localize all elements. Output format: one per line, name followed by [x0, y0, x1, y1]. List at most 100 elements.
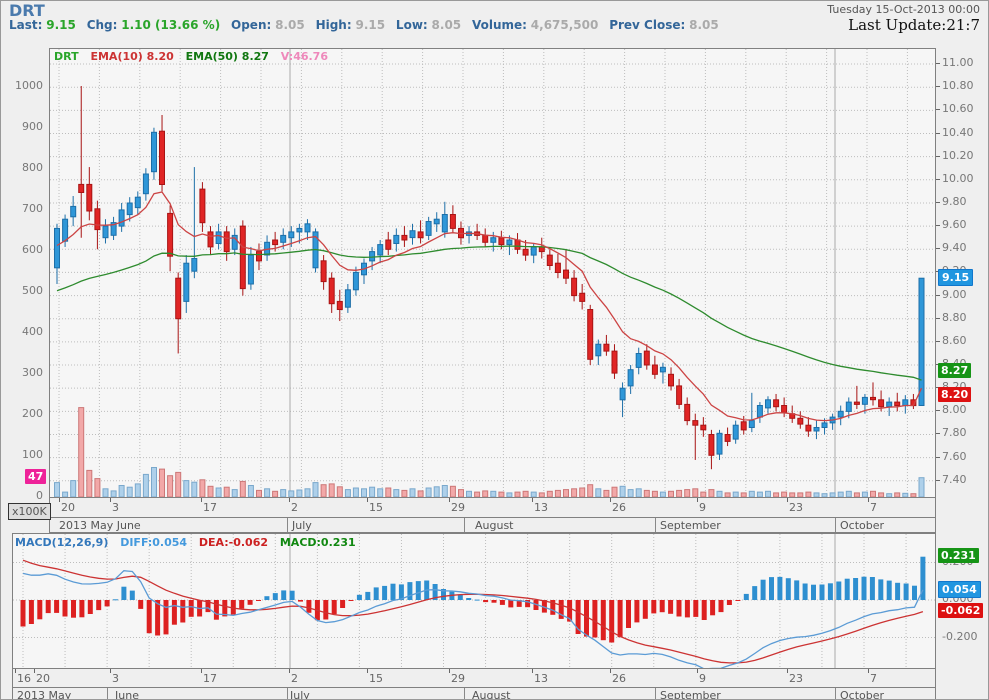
- date-tick-mark: [697, 669, 698, 673]
- macd-chart[interactable]: [13, 534, 935, 668]
- date-tick-label: 13: [534, 672, 548, 685]
- last-update-label: Last Update:: [848, 16, 946, 34]
- month-divider: [835, 518, 836, 532]
- open-value: 8.05: [275, 18, 305, 32]
- date-tick-mark: [697, 498, 698, 502]
- month-label: June: [115, 689, 139, 700]
- date-tick-mark: [787, 669, 788, 673]
- open-label: Open:: [231, 18, 271, 32]
- main-chart-panel[interactable]: [49, 48, 936, 498]
- date-tick-mark: [59, 498, 60, 502]
- date-tick-mark: [868, 669, 869, 673]
- date-tick-mark: [110, 669, 111, 673]
- price-tick-label: 9.80: [942, 195, 967, 208]
- price-tick-mark: [936, 248, 940, 249]
- date-tick-label: 2: [291, 672, 298, 685]
- date-tick-label: 3: [112, 501, 119, 514]
- price-tick-mark: [936, 457, 940, 458]
- date-tick-mark: [532, 669, 533, 673]
- date-tick-mark: [868, 498, 869, 502]
- date-tick-label: 23: [789, 672, 803, 685]
- volume-label: Volume:: [472, 18, 527, 32]
- date-tick-label: 9: [699, 501, 706, 514]
- prev-close-label: Prev Close:: [609, 18, 685, 32]
- date-tick-label: 3: [112, 672, 119, 685]
- volume-value: 4,675,500: [531, 18, 599, 32]
- month-divider: [464, 518, 465, 532]
- date-tick-label: 15: [369, 501, 383, 514]
- stock-chart-app: DRT Last: 9.15 Chg: 1.10 (13.66 %) Open:…: [0, 0, 989, 700]
- last-update-value: 21:7: [946, 16, 980, 34]
- date-tick-label: 29: [451, 672, 465, 685]
- date-tick-mark: [787, 498, 788, 502]
- price-tick-mark: [936, 480, 940, 481]
- date-tick-mark: [610, 669, 611, 673]
- price-tick-mark: [936, 433, 940, 434]
- price-tick-label: 10.40: [942, 126, 974, 139]
- date-tick-mark: [449, 669, 450, 673]
- main-month-band: 2013 May JuneJulyAugustSeptemberOctober: [49, 518, 936, 533]
- prev-close-value: 8.05: [689, 18, 719, 32]
- chg-label: Chg:: [87, 18, 118, 32]
- month-label: September: [660, 519, 721, 532]
- macd-panel[interactable]: [12, 533, 936, 669]
- date-tick-label: 7: [870, 501, 877, 514]
- price-tick-mark: [936, 63, 940, 64]
- high-value: 9.15: [355, 18, 385, 32]
- price-tick-label: 10.80: [942, 79, 974, 92]
- date-tick-mark: [610, 498, 611, 502]
- macd-legend-title: MACD(12,26,9): [15, 536, 108, 549]
- date-tick-mark: [34, 669, 35, 673]
- volume-tick-label: 300: [7, 366, 43, 379]
- date-tick-label: 20: [61, 501, 75, 514]
- last-price-badge: 9.15: [938, 269, 973, 286]
- month-label: September: [660, 689, 721, 700]
- date-tick-label: 20: [36, 672, 50, 685]
- price-tick-mark: [936, 109, 940, 110]
- month-label: August: [472, 689, 511, 700]
- candlestick-chart[interactable]: [50, 49, 935, 497]
- volume-tick-label: 1000: [7, 79, 43, 92]
- date-tick-label: 16: [17, 672, 31, 685]
- main-date-tick-band: 203172152913269237: [49, 498, 936, 518]
- price-tick-label: 8.80: [942, 311, 967, 324]
- legend-volume: V:46.76: [281, 50, 328, 63]
- date-tick-mark: [449, 498, 450, 502]
- macd-tick-label: -0.200: [942, 630, 977, 643]
- month-label: July: [292, 519, 312, 532]
- macd-month-band: 2013 MayJuneJulyAugustSeptemberOctober: [12, 688, 936, 700]
- volume-tick-label: 900: [7, 120, 43, 133]
- price-tick-label: 8.60: [942, 334, 967, 347]
- price-tick-mark: [936, 133, 940, 134]
- date-tick-label: 17: [203, 672, 217, 685]
- volume-tick-label: 800: [7, 161, 43, 174]
- macd-diff-badge: 0.054: [938, 581, 981, 598]
- volume-tick-label: 100: [7, 448, 43, 461]
- last-update: Last Update:21:7: [848, 16, 980, 34]
- month-label: 2013 May: [17, 689, 71, 700]
- date-tick-mark: [201, 669, 202, 673]
- price-tick-mark: [936, 318, 940, 319]
- date-tick-mark: [289, 498, 290, 502]
- volume-tick-label: 400: [7, 325, 43, 338]
- price-tick-label: 7.80: [942, 426, 967, 439]
- date-tick-mark: [201, 498, 202, 502]
- month-divider: [287, 518, 288, 532]
- macd-legend-dea: DEA:-0.062: [199, 536, 268, 549]
- price-tick-label: 9.40: [942, 241, 967, 254]
- price-tick-label: 10.00: [942, 172, 974, 185]
- low-label: Low:: [396, 18, 428, 32]
- month-divider: [835, 688, 836, 700]
- date-tick-mark: [367, 669, 368, 673]
- volume-unit-badge: x100K: [8, 503, 51, 520]
- month-divider: [287, 688, 288, 700]
- macd-dea-badge: -0.062: [938, 603, 983, 618]
- month-divider: [107, 688, 108, 700]
- date-tick-mark: [15, 669, 16, 673]
- date-tick-label: 7: [870, 672, 877, 685]
- price-tick-mark: [936, 86, 940, 87]
- last-value: 9.15: [46, 18, 76, 32]
- main-chart-legend: DRT EMA(10) 8.20 EMA(50) 8.27 V:46.76: [54, 50, 336, 63]
- price-tick-label: 9.00: [942, 288, 967, 301]
- volume-tick-label: 200: [7, 407, 43, 420]
